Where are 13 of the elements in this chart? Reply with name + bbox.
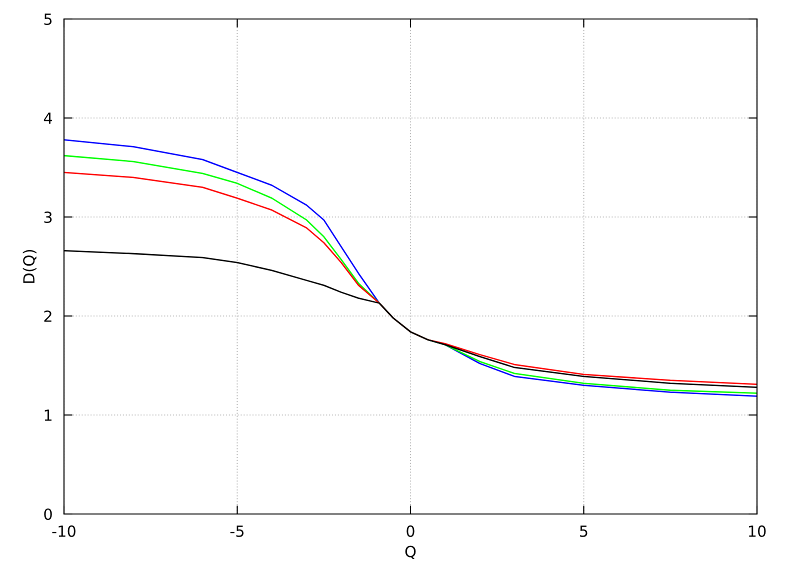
x-tick-label: 0	[406, 525, 414, 537]
x-tick-label: -5	[230, 526, 244, 537]
y-tick-label: 0	[44, 508, 52, 520]
y-tick-label: 4	[44, 112, 52, 124]
x-tick-label: -10	[52, 525, 76, 537]
x-tick-label: 5	[580, 526, 588, 537]
y-tick-label: 2	[44, 310, 52, 322]
y-tick-label: 5	[44, 14, 52, 26]
y-tick-label: 3	[44, 211, 52, 224]
x-axis-title: Q	[405, 546, 416, 560]
x-tick-label: 10	[748, 525, 766, 537]
y-tick-label: 1	[44, 410, 52, 421]
y-axis-title: D(Q)	[22, 250, 36, 283]
